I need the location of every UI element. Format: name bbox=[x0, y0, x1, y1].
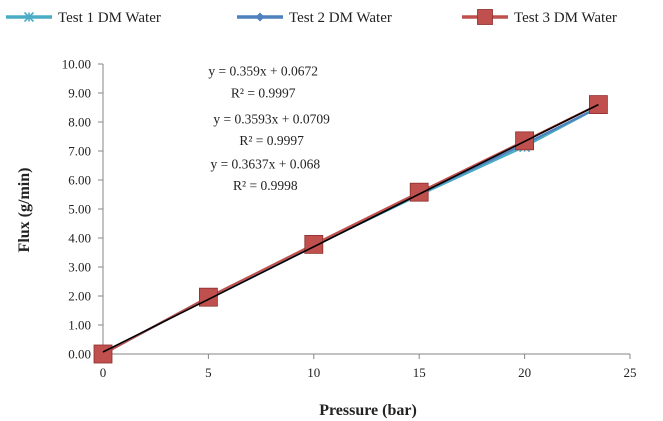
x-tick-label: 20 bbox=[518, 365, 531, 380]
y-tick-label: 5.00 bbox=[68, 202, 91, 217]
legend-item: Test 1 DM Water bbox=[6, 10, 161, 26]
series-layer bbox=[93, 95, 608, 364]
trendline bbox=[102, 103, 599, 353]
legend-marker bbox=[477, 9, 493, 25]
equation-label: y = 0.3593x + 0.0709 bbox=[213, 111, 330, 126]
y-tick-label: 9.00 bbox=[68, 86, 91, 101]
equation-label: y = 0.359x + 0.0672 bbox=[208, 64, 318, 79]
legend-label: Test 3 DM Water bbox=[514, 10, 617, 26]
data-point bbox=[409, 182, 429, 202]
y-tick-label: 10.00 bbox=[62, 57, 91, 72]
y-tick-label: 6.00 bbox=[68, 173, 91, 188]
series-3 bbox=[93, 95, 608, 364]
y-tick-label: 8.00 bbox=[68, 115, 91, 130]
y-tick-label: 0.00 bbox=[68, 347, 91, 362]
x-tick-label: 5 bbox=[205, 365, 212, 380]
legend-label: Test 2 DM Water bbox=[289, 10, 392, 26]
y-tick-label: 7.00 bbox=[68, 144, 91, 159]
equation-label: R² = 0.9997 bbox=[239, 133, 304, 148]
legend-label: Test 1 DM Water bbox=[58, 10, 161, 26]
data-point bbox=[93, 344, 113, 364]
y-axis-title: Flux (g/min) bbox=[16, 168, 33, 253]
legend-marker bbox=[255, 12, 265, 22]
legend: Test 1 DM Water Test 2 DM Water Test 3 DM … bbox=[6, 9, 617, 26]
equation-label: y = 0.3637x + 0.068 bbox=[210, 156, 320, 171]
equation-annotations: y = 0.359x + 0.0672 R² = 0.9997 y = 0.3593… bbox=[208, 64, 330, 194]
equation-label: R² = 0.9997 bbox=[231, 85, 296, 100]
y-tick-label: 3.00 bbox=[68, 260, 91, 275]
equation-label: R² = 0.9998 bbox=[233, 178, 298, 193]
legend-item: Test 2 DM Water bbox=[237, 10, 392, 26]
x-axis-title: Pressure (bar) bbox=[319, 402, 417, 419]
data-point bbox=[198, 287, 218, 307]
y-tick-label: 2.00 bbox=[68, 289, 91, 304]
x-tick-label: 0 bbox=[100, 365, 107, 380]
y-tick-label: 1.00 bbox=[68, 318, 91, 333]
legend-item: Test 3 DM Water bbox=[462, 9, 617, 26]
y-tick-label: 4.00 bbox=[68, 231, 91, 246]
axes: 0.00 1.00 2.00 3.00 4.00 5.00 6.00 7.00 8.00 9.00… bbox=[62, 57, 637, 381]
x-tick-label: 15 bbox=[413, 365, 426, 380]
legend-marker bbox=[23, 11, 35, 23]
x-tick-label: 25 bbox=[624, 365, 637, 380]
x-tick-label: 10 bbox=[307, 365, 320, 380]
